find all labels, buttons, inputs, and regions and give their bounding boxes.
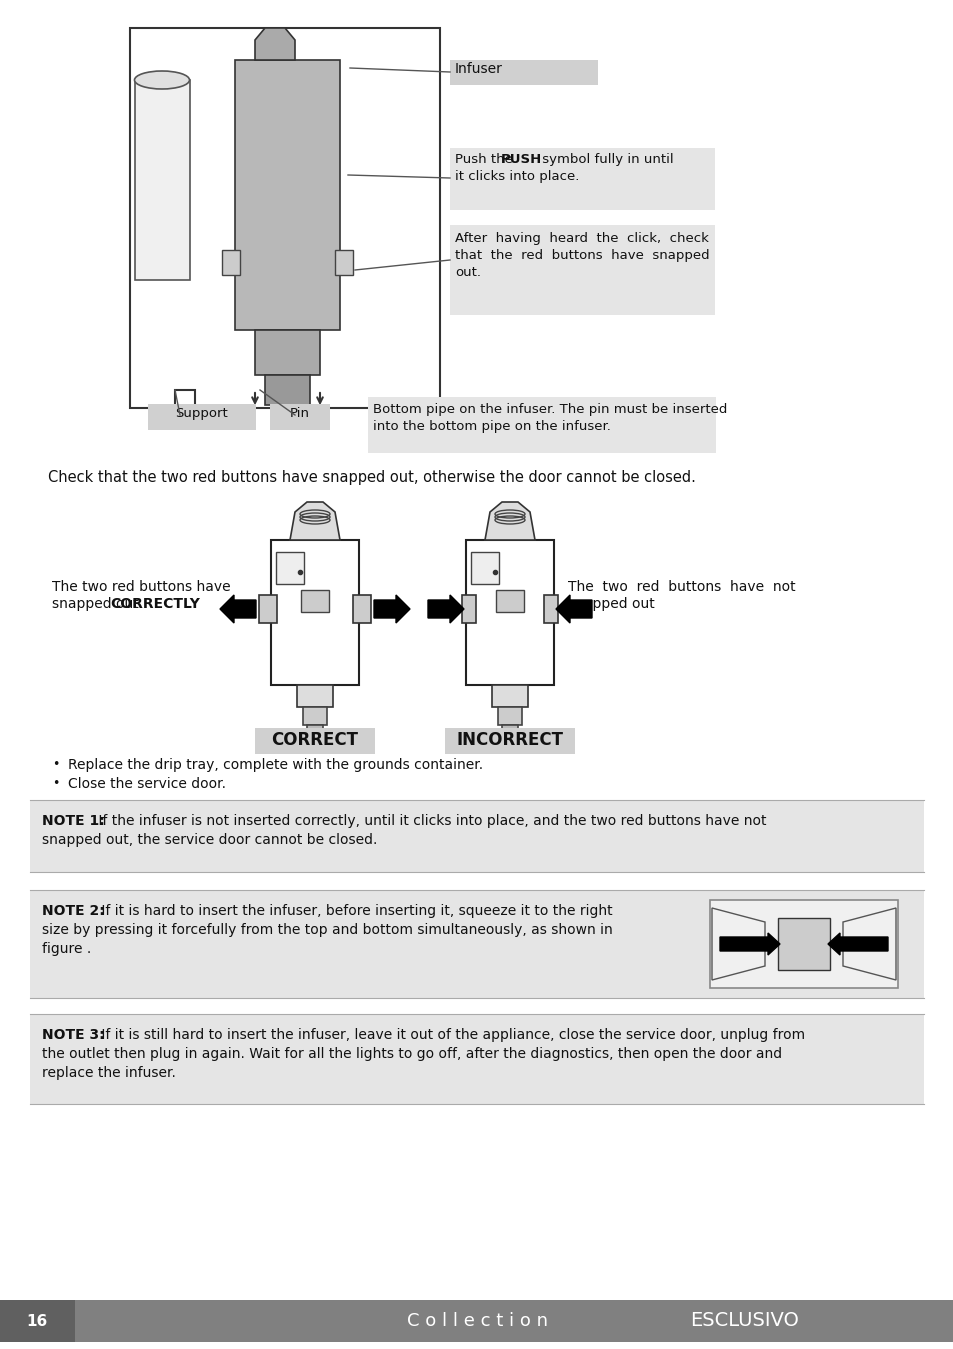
Bar <box>30 1014 923 1103</box>
Text: Check that the two red buttons have snapped out, otherwise the door cannot be cl: Check that the two red buttons have snap… <box>48 469 695 486</box>
Text: snapped out: snapped out <box>567 598 654 611</box>
Polygon shape <box>484 502 535 540</box>
Text: snapped out: snapped out <box>52 598 143 611</box>
Bar <box>465 540 554 685</box>
Bar <box>234 59 339 331</box>
Text: If the infuser is not inserted correctly, until it clicks into place, and the tw: If the infuser is not inserted correctly… <box>94 813 765 828</box>
Text: C o l l e c t i o n: C o l l e c t i o n <box>407 1313 548 1330</box>
FancyArrow shape <box>374 595 410 623</box>
Text: After  having  heard  the  click,  check: After having heard the click, check <box>455 232 708 246</box>
Polygon shape <box>130 28 439 407</box>
Text: •: • <box>52 777 59 791</box>
Text: out.: out. <box>455 266 480 279</box>
Bar <box>0 1300 75 1342</box>
Bar <box>222 250 240 275</box>
Text: Infuser: Infuser <box>455 62 502 76</box>
Bar <box>709 900 897 987</box>
Polygon shape <box>254 28 294 59</box>
Bar <box>501 724 517 737</box>
Bar <box>303 707 327 724</box>
Text: Bottom pipe on the infuser. The pin must be inserted: Bottom pipe on the infuser. The pin must… <box>373 403 726 415</box>
Text: NOTE 2:: NOTE 2: <box>42 904 105 919</box>
Bar <box>271 540 358 685</box>
Text: Support: Support <box>175 407 228 420</box>
Polygon shape <box>290 502 339 540</box>
Bar <box>0 1300 953 1342</box>
Bar <box>353 595 371 623</box>
Text: INCORRECT: INCORRECT <box>456 731 563 749</box>
Bar <box>307 724 323 737</box>
Text: replace the infuser.: replace the infuser. <box>42 1066 175 1081</box>
FancyArrow shape <box>827 934 887 955</box>
FancyArrow shape <box>556 595 592 623</box>
Text: that  the  red  buttons  have  snapped: that the red buttons have snapped <box>455 250 709 262</box>
Text: If it is hard to insert the infuser, before inserting it, squeeze it to the righ: If it is hard to insert the infuser, bef… <box>97 904 612 919</box>
FancyArrow shape <box>720 934 780 955</box>
Bar <box>270 403 330 430</box>
Bar <box>265 375 310 405</box>
Text: If it is still hard to insert the infuser, leave it out of the appliance, close : If it is still hard to insert the infuse… <box>97 1028 804 1041</box>
Bar <box>30 890 923 998</box>
Bar <box>492 685 527 707</box>
Bar <box>135 80 190 281</box>
Text: into the bottom pipe on the infuser.: into the bottom pipe on the infuser. <box>373 420 610 433</box>
Text: Pin: Pin <box>290 407 310 420</box>
Bar <box>275 552 304 584</box>
Text: ESCLUSIVO: ESCLUSIVO <box>689 1311 798 1330</box>
Bar <box>148 403 255 430</box>
Text: •: • <box>52 758 59 772</box>
Bar <box>444 728 575 754</box>
Bar <box>301 590 329 612</box>
Bar <box>450 225 714 316</box>
Bar <box>335 250 353 275</box>
FancyArrow shape <box>220 595 255 623</box>
Bar <box>497 707 521 724</box>
Text: Close the service door.: Close the service door. <box>68 777 226 791</box>
Text: CORRECTLY: CORRECTLY <box>110 598 200 611</box>
Text: 16: 16 <box>27 1314 48 1329</box>
Text: NOTE 3:: NOTE 3: <box>42 1028 105 1041</box>
Text: size by pressing it forcefully from the top and bottom simultaneously, as shown : size by pressing it forcefully from the … <box>42 923 612 938</box>
Bar <box>254 728 375 754</box>
Bar <box>450 59 598 85</box>
Bar <box>296 685 333 707</box>
Text: it clicks into place.: it clicks into place. <box>455 170 578 183</box>
Bar <box>368 397 716 453</box>
Bar <box>543 595 558 623</box>
Text: Replace the drip tray, complete with the grounds container.: Replace the drip tray, complete with the… <box>68 758 482 772</box>
Text: snapped out, the service door cannot be closed.: snapped out, the service door cannot be … <box>42 832 377 847</box>
Text: figure .: figure . <box>42 942 91 956</box>
Bar <box>30 800 923 871</box>
Text: Push the: Push the <box>455 152 517 166</box>
Text: The two red buttons have: The two red buttons have <box>52 580 231 594</box>
Text: The  two  red  buttons  have  not: The two red buttons have not <box>567 580 795 594</box>
Text: the outlet then plug in again. Wait for all the lights to go off, after the diag: the outlet then plug in again. Wait for … <box>42 1047 781 1062</box>
Bar <box>461 595 476 623</box>
Text: PUSH: PUSH <box>500 152 541 166</box>
FancyArrow shape <box>428 595 463 623</box>
Bar <box>450 148 714 210</box>
Bar <box>254 331 319 375</box>
Text: NOTE 1:: NOTE 1: <box>42 813 105 828</box>
Bar <box>258 595 276 623</box>
Text: symbol fully in until: symbol fully in until <box>537 152 673 166</box>
Bar <box>471 552 498 584</box>
Bar <box>496 590 523 612</box>
Text: CORRECT: CORRECT <box>272 731 358 749</box>
Ellipse shape <box>134 71 190 89</box>
Bar <box>778 919 829 970</box>
